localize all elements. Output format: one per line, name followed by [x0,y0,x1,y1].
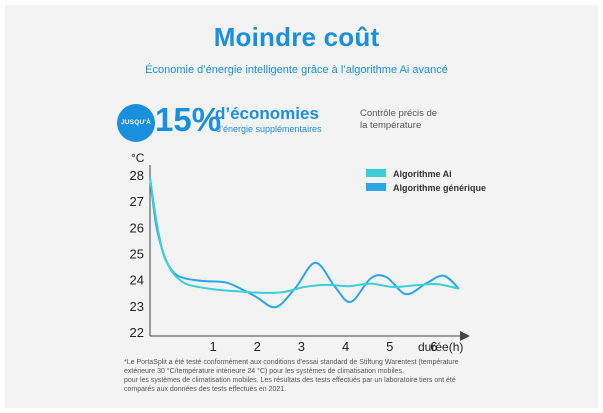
savings-heading: d’économies [215,104,319,123]
series-line-generic [149,177,460,309]
precision-note: Contrôle précis de la température [360,108,437,132]
precision-note-line: Contrôle précis de [360,108,438,119]
y-axis-ticks: 22 23 24 25 26 27 28 [130,168,144,340]
footnote: *Le PortaSplit a été testé conformément … [124,358,484,394]
series-lines [149,177,460,309]
page-title: Moindre coût [213,22,380,52]
y-tick-label: 23 [130,299,144,314]
footnote-line: extérieure 30 °C/température intérieure … [124,368,404,375]
background-panel [5,5,598,408]
x-tick-label: 3 [298,339,305,354]
legend: Algorithme Ai Algorithme générique [366,169,486,193]
x-tick-label: 4 [342,339,349,354]
x-tick-label: 1 [210,339,217,354]
y-tick-label: 25 [130,247,144,262]
x-axis-ticks: 1 2 3 4 5 6 [210,339,438,354]
y-tick-label: 22 [130,325,144,340]
precision-note-line: la température [360,120,422,131]
savings-subheading: d’énergie supplémentaires [216,124,322,134]
up-to-badge: JUSQU'À [117,104,155,142]
page-subtitle: Économie d’énergie intelligente grâce à … [145,64,448,76]
x-tick-label: 6 [430,339,437,354]
y-tick-label: 26 [130,220,144,235]
footnote-line: pour les systèmes de climatisation mobil… [124,377,456,384]
footnote-line: comparés aux données des tests effectués… [124,386,287,393]
y-tick-label: 28 [130,168,144,183]
series-line-ai [149,177,460,294]
legend-label-generic: Algorithme générique [393,183,486,193]
legend-swatch-generic [366,183,386,191]
x-tick-label: 5 [386,339,393,354]
x-axis-label: durée(h) [418,340,463,354]
y-tick-label: 24 [130,273,144,288]
footnote-line: *Le PortaSplit a été testé conformément … [124,359,459,366]
x-tick-label: 2 [254,339,261,354]
y-axis-unit: °C [131,151,145,165]
y-tick-label: 27 [130,194,144,209]
legend-swatch-ai [366,169,386,177]
legend-label-ai: Algorithme Ai [393,169,452,179]
x-axis-arrow [460,331,470,341]
savings-percent: 15% [155,101,222,138]
